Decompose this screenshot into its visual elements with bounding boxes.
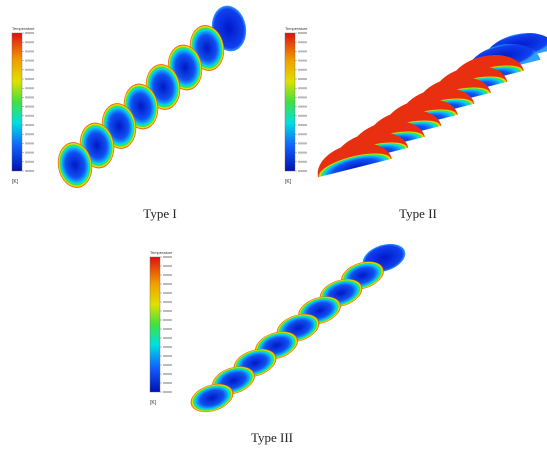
tick-label-placeholder <box>163 355 172 357</box>
tick-label-placeholder <box>298 152 307 154</box>
tick-label-placeholder <box>298 78 307 80</box>
tick-label-placeholder <box>163 265 172 267</box>
tick-label-placeholder <box>163 283 172 285</box>
tick-label-placeholder <box>25 96 34 98</box>
tick-label-placeholder <box>163 319 172 321</box>
tick-label-placeholder <box>25 87 34 89</box>
legend-title: Temperature <box>285 26 308 31</box>
tick-label-placeholder <box>163 373 172 375</box>
tick-label-placeholder <box>163 391 172 393</box>
tick-label-placeholder <box>163 292 172 294</box>
tick-label-placeholder <box>298 106 307 108</box>
tick-label-placeholder <box>298 32 307 34</box>
tick-label-placeholder <box>163 274 172 276</box>
tick-label-placeholder <box>25 115 34 117</box>
tick-label-placeholder <box>298 133 307 135</box>
tick-label-placeholder <box>25 60 34 62</box>
tick-label-placeholder <box>25 78 34 80</box>
tick-label-placeholder <box>163 364 172 366</box>
tick-label-placeholder <box>25 69 34 71</box>
tick-label-placeholder <box>25 133 34 135</box>
tick-label-placeholder <box>298 87 307 89</box>
tick-label-placeholder <box>298 50 307 52</box>
panel-caption: Type II <box>399 206 437 221</box>
panel-caption: Type I <box>143 206 176 221</box>
tick-label-placeholder <box>298 170 307 172</box>
tick-label-placeholder <box>163 346 172 348</box>
tick-label-placeholder <box>25 161 34 163</box>
tick-label-placeholder <box>163 382 172 384</box>
tick-label-placeholder <box>25 50 34 52</box>
tick-label-placeholder <box>163 301 172 303</box>
panel-caption: Type III <box>251 430 293 445</box>
tick-label-placeholder <box>25 142 34 144</box>
tick-label-placeholder <box>298 142 307 144</box>
tick-label-placeholder <box>298 161 307 163</box>
color-bar <box>150 257 160 392</box>
unit-label: [K] <box>285 179 292 185</box>
tick-label-placeholder <box>163 337 172 339</box>
unit-label: [K] <box>150 400 157 406</box>
tick-label-placeholder <box>298 115 307 117</box>
tick-label-placeholder <box>298 69 307 71</box>
tick-label-placeholder <box>25 106 34 108</box>
tick-label-placeholder <box>25 41 34 43</box>
legend-title: Temperature <box>12 26 35 31</box>
figure-content: Temperature [K] Type I Temperature [K] Type I… <box>12 3 547 445</box>
tick-label-placeholder <box>163 310 172 312</box>
tick-label-placeholder <box>298 41 307 43</box>
legend-title: Temperature <box>150 250 173 255</box>
tick-label-placeholder <box>298 124 307 126</box>
figure: Temperature [K] Type I Temperature [K] Type I… <box>0 0 547 455</box>
tick-label-placeholder <box>25 124 34 126</box>
tick-label-placeholder <box>25 170 34 172</box>
color-bar <box>12 33 22 171</box>
tick-label-placeholder <box>25 32 34 34</box>
tick-label-placeholder <box>163 256 172 258</box>
unit-label: [K] <box>12 179 19 185</box>
tick-label-placeholder <box>163 328 172 330</box>
tick-label-placeholder <box>298 60 307 62</box>
color-bar <box>285 33 295 171</box>
tick-label-placeholder <box>25 152 34 154</box>
tick-label-placeholder <box>298 96 307 98</box>
